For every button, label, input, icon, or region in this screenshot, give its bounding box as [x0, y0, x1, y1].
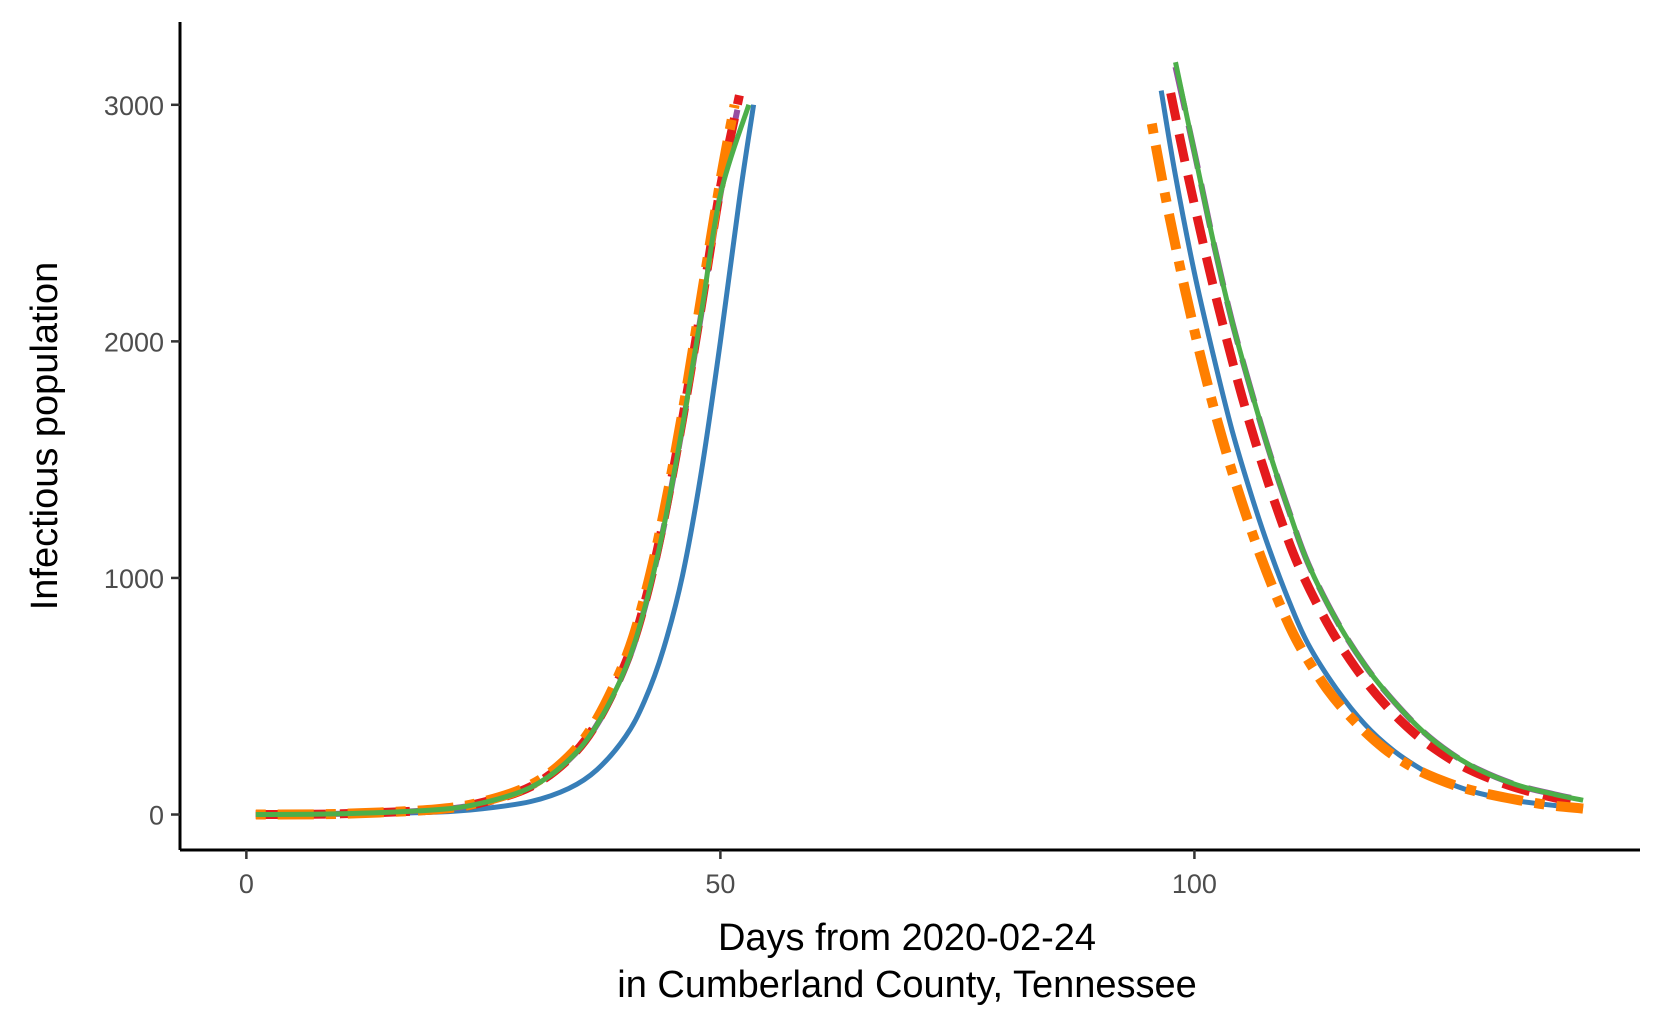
y-tick-label: 0: [149, 801, 164, 831]
series-line-1-segment-1: [1172, 66, 1584, 804]
series-line-2-segment-1: [1166, 92, 1585, 809]
x-ticks: 0 50 100: [239, 850, 1217, 899]
x-tick-label: 50: [705, 869, 735, 899]
x-tick-label: 100: [1172, 869, 1217, 899]
x-axis-title-line-1: Days from 2020-02-24: [718, 917, 1096, 959]
y-axis-title: Infectious population: [24, 262, 66, 611]
y-tick-label: 1000: [104, 564, 164, 594]
y-tick-label: 2000: [104, 327, 164, 357]
series-line-1-segment-0: [255, 99, 743, 818]
y-tick-label: 3000: [104, 91, 164, 121]
series-line-3-segment-1: [1146, 122, 1584, 814]
series-line-4-segment-0: [255, 104, 752, 817]
x-axis-title-line-2: in Cumberland County, Tennessee: [617, 964, 1197, 1006]
y-ticks: 0 1000 2000 3000: [104, 91, 180, 831]
plot-lines: [255, 61, 1585, 820]
series-line-4-segment-1: [1173, 61, 1584, 803]
series-line-3-segment-0: [255, 103, 740, 820]
series-line-0-segment-1: [1158, 90, 1584, 811]
series-line-2-segment-0: [255, 94, 744, 819]
x-tick-label: 0: [239, 869, 254, 899]
